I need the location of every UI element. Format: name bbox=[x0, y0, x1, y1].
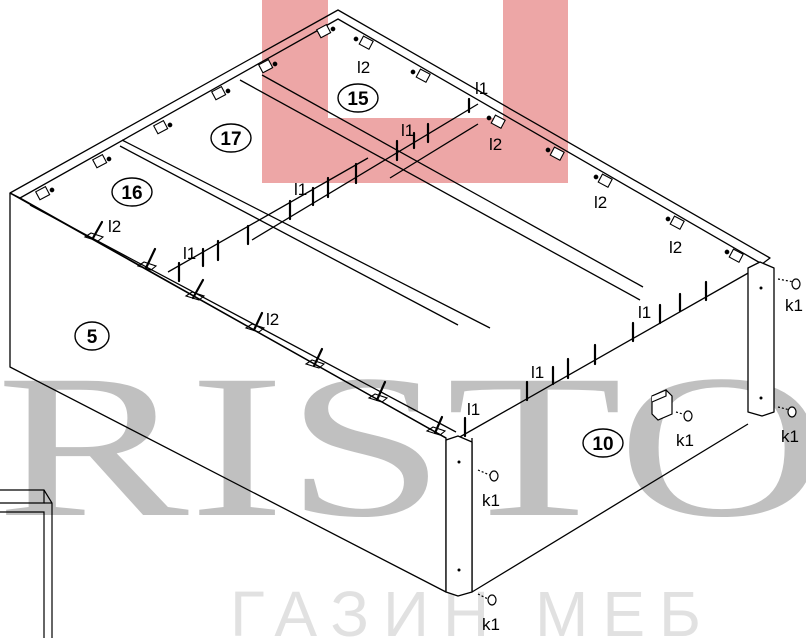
front-panel-left-cap bbox=[445, 435, 473, 597]
part-15: 15 bbox=[337, 83, 379, 113]
bracket-4 bbox=[210, 85, 231, 101]
label-k1: k1 bbox=[482, 491, 500, 510]
label-k1: k1 bbox=[781, 427, 799, 446]
label-l2: l2 bbox=[266, 310, 279, 329]
part-5: 5 bbox=[74, 321, 110, 351]
screws-l2-angled bbox=[91, 220, 444, 435]
label-l1: l1 bbox=[183, 244, 196, 263]
label-l2: l2 bbox=[108, 217, 121, 236]
watermark-logo bbox=[262, 0, 568, 183]
drawer-box bbox=[9, 9, 775, 597]
label-l1: l1 bbox=[467, 400, 480, 419]
part-16: 16 bbox=[111, 177, 153, 207]
part-10: 10 bbox=[582, 428, 624, 458]
screws-l1 bbox=[177, 97, 708, 438]
bracket-6 bbox=[315, 23, 336, 39]
divider-17 bbox=[121, 139, 491, 329]
label-l2: l2 bbox=[594, 193, 607, 212]
label-l2: l2 bbox=[357, 58, 370, 77]
label-k1: k1 bbox=[785, 296, 803, 315]
bracket-8 bbox=[410, 68, 431, 83]
inset-drawing bbox=[0, 489, 53, 638]
corner-brackets bbox=[34, 23, 744, 263]
bracket-11 bbox=[593, 173, 613, 188]
label-k1: k1 bbox=[676, 431, 694, 450]
bracket-13 bbox=[724, 248, 744, 263]
bracket-3 bbox=[152, 119, 173, 135]
svg-text:16: 16 bbox=[121, 183, 142, 204]
label-k1: k1 bbox=[482, 615, 500, 634]
svg-text:17: 17 bbox=[220, 129, 241, 150]
svg-text:15: 15 bbox=[347, 89, 369, 110]
front-panel-right-cap bbox=[747, 261, 775, 417]
foot-3 bbox=[675, 410, 693, 422]
label-l2: l2 bbox=[669, 238, 682, 257]
svg-text:10: 10 bbox=[592, 434, 613, 455]
label-l1: l1 bbox=[475, 79, 488, 98]
watermark-main-text: RISTO bbox=[0, 333, 806, 560]
hardware-labels: l1 l1 l1 l1 l1 l1 l1 l2 l2 l2 l2 l2 l2 k… bbox=[108, 58, 803, 634]
label-l2: l2 bbox=[489, 135, 502, 154]
bracket-1 bbox=[34, 185, 55, 201]
foot-1 bbox=[477, 469, 499, 482]
part-17: 17 bbox=[210, 123, 252, 153]
cap-dots bbox=[457, 286, 763, 572]
label-l1: l1 bbox=[638, 303, 651, 322]
svg-text:5: 5 bbox=[87, 327, 98, 348]
part-labels: 5 10 15 16 17 bbox=[74, 83, 624, 458]
bracket-12 bbox=[665, 215, 685, 230]
label-l1: l1 bbox=[294, 180, 307, 199]
foot-4 bbox=[777, 278, 801, 290]
foot-2 bbox=[477, 593, 497, 606]
label-l1: l1 bbox=[531, 363, 544, 382]
bracket-10 bbox=[545, 146, 565, 161]
foot-5 bbox=[777, 406, 797, 418]
bracket-9 bbox=[486, 114, 506, 129]
bracket-5 bbox=[257, 58, 278, 74]
knob-plate bbox=[651, 389, 673, 421]
label-l1: l1 bbox=[401, 121, 414, 140]
bracket-feet bbox=[83, 232, 447, 436]
feet-k1 bbox=[477, 278, 801, 606]
bracket-7 bbox=[353, 35, 374, 50]
bracket-2 bbox=[91, 153, 112, 169]
